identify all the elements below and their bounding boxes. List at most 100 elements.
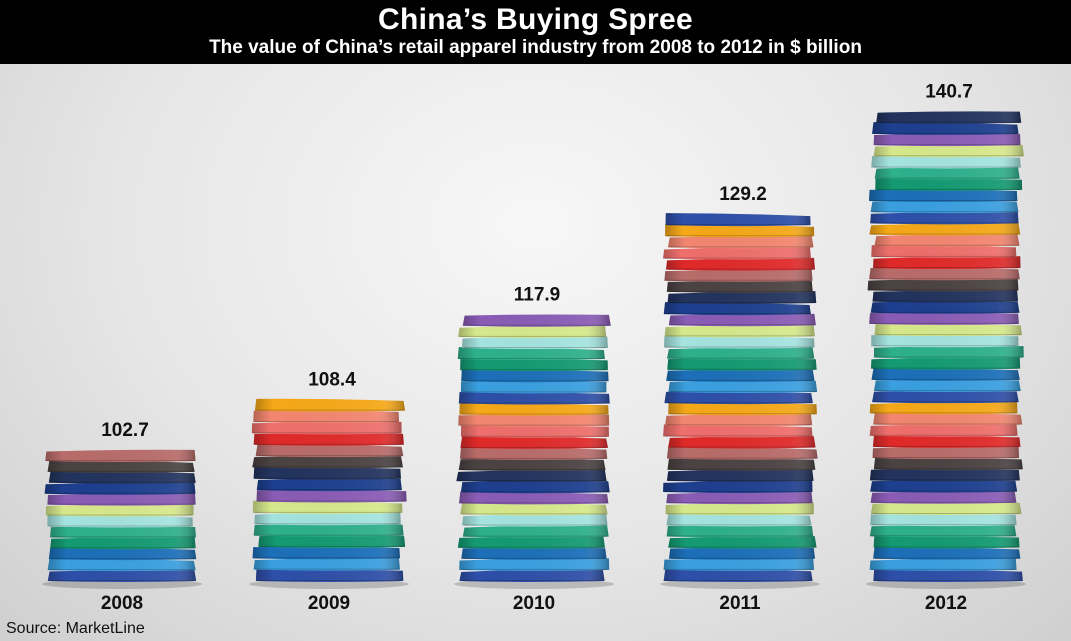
shirt-shading bbox=[459, 558, 610, 571]
shirt-shading bbox=[666, 513, 812, 527]
shirt-shading bbox=[666, 525, 814, 538]
shirt-shading bbox=[460, 447, 608, 460]
shirt-shading bbox=[663, 246, 811, 260]
chart-subtitle: The value of China’s retail apparel indu… bbox=[209, 37, 862, 58]
shirt-shading bbox=[873, 256, 1021, 270]
shirt-shading bbox=[256, 478, 402, 492]
shirt-shading bbox=[666, 257, 816, 271]
shirt-shading bbox=[47, 493, 196, 506]
bar-2008 bbox=[42, 449, 202, 589]
shirt-shading bbox=[870, 211, 1019, 225]
shirt-shading bbox=[461, 513, 608, 527]
shirt-shading bbox=[873, 569, 1023, 582]
shirt-shading bbox=[663, 558, 815, 571]
category-label-2008: 2008 bbox=[101, 593, 143, 614]
shirt-shading bbox=[873, 345, 1024, 359]
shirt-shading bbox=[664, 324, 815, 338]
shirt-shading bbox=[870, 502, 1022, 515]
shirt-shading bbox=[461, 369, 609, 383]
shirt-shading bbox=[663, 480, 813, 494]
shirt-shading bbox=[667, 358, 817, 371]
shirt-shading bbox=[460, 381, 607, 394]
shirt-shading bbox=[45, 504, 194, 517]
shirt-shading bbox=[666, 491, 813, 505]
shirt-shading bbox=[665, 224, 815, 238]
category-label-2012: 2012 bbox=[925, 593, 967, 614]
shirt-shading bbox=[48, 471, 196, 484]
shirt-shading bbox=[253, 557, 400, 571]
source-note: Source: MarketLine bbox=[6, 620, 145, 637]
shirt-shading bbox=[873, 379, 1021, 392]
shirt-shading bbox=[870, 200, 1019, 214]
shirt-shading bbox=[458, 324, 607, 338]
shirt-shading bbox=[871, 245, 1017, 258]
category-label-2011: 2011 bbox=[719, 593, 761, 614]
shirt-shading bbox=[50, 526, 197, 539]
shirt-shading bbox=[668, 536, 817, 549]
shirt-shading bbox=[870, 480, 1018, 493]
bar-2009 bbox=[249, 398, 409, 589]
shirt-shading bbox=[876, 111, 1022, 124]
shirt-shading bbox=[869, 424, 1018, 437]
shirt-shading bbox=[458, 491, 609, 505]
shirt-shading bbox=[873, 413, 1023, 426]
shirt-shading bbox=[872, 435, 1021, 448]
shirt-shading bbox=[665, 213, 811, 227]
shirt-shading bbox=[867, 278, 1019, 292]
shirt-shading bbox=[870, 356, 1021, 370]
shirt-shading bbox=[47, 514, 193, 528]
shirt-shading bbox=[50, 536, 196, 550]
shirt-shading bbox=[663, 335, 815, 349]
shirt-shading bbox=[870, 491, 1017, 504]
shirt-shading bbox=[873, 457, 1023, 471]
shirt-shading bbox=[663, 302, 811, 316]
shirt-shading bbox=[258, 535, 406, 548]
shirt-shading bbox=[252, 455, 403, 469]
bar-2010 bbox=[454, 314, 614, 589]
shirt-shading bbox=[47, 558, 196, 572]
shirt-shading bbox=[47, 569, 197, 582]
shirt-shading bbox=[460, 436, 608, 449]
shirt-shading bbox=[874, 234, 1020, 247]
shirt-shading bbox=[872, 446, 1020, 460]
value-label-2008: 102.7 bbox=[101, 420, 149, 441]
shirt-shading bbox=[253, 467, 401, 480]
shirt-shading bbox=[870, 301, 1020, 314]
shirt-shading bbox=[254, 398, 406, 412]
shirt-shading bbox=[667, 346, 815, 360]
shirt-shading bbox=[458, 414, 610, 427]
shirt-shading bbox=[256, 489, 407, 503]
value-label-2011: 129.2 bbox=[719, 184, 767, 205]
shirt-shading bbox=[874, 167, 1020, 180]
shirt-shading bbox=[47, 460, 195, 473]
shirt-shading bbox=[873, 536, 1020, 549]
shirt-shading bbox=[667, 291, 817, 304]
shirt-shading bbox=[666, 469, 814, 482]
shirt-shading bbox=[458, 391, 610, 405]
shirt-shading bbox=[457, 347, 605, 361]
shirt-shading bbox=[253, 433, 404, 446]
value-label-2009: 108.4 bbox=[308, 369, 356, 390]
shirt-shading bbox=[869, 401, 1018, 415]
shirt-shading bbox=[459, 402, 609, 416]
shirt-shading bbox=[255, 443, 404, 458]
shirt-shading bbox=[666, 446, 818, 460]
shirt-shading bbox=[871, 155, 1021, 169]
shirt-shading bbox=[252, 500, 403, 514]
shirt-shading bbox=[663, 424, 813, 438]
shirt-shading bbox=[664, 269, 813, 282]
value-label-2010: 117.9 bbox=[514, 285, 561, 306]
shirt-shading bbox=[869, 267, 1020, 281]
chart-header: China’s Buying Spree The value of China’… bbox=[0, 0, 1071, 64]
shirt-shading bbox=[667, 235, 814, 249]
shirt-shading bbox=[668, 313, 816, 327]
shirt-shading bbox=[459, 569, 605, 582]
shirt-shading bbox=[668, 402, 817, 416]
shirt-shading bbox=[462, 314, 611, 327]
value-label-2012: 140.7 bbox=[925, 82, 973, 103]
shirt-shading bbox=[252, 546, 401, 560]
bar-chart: 102.7 2008 108.4 2009 117.9 2010 129.2 2011 140.… bbox=[42, 82, 1026, 614]
shirt-shading bbox=[462, 524, 609, 538]
shirt-shading bbox=[457, 536, 605, 549]
shirt-shading bbox=[872, 122, 1019, 135]
